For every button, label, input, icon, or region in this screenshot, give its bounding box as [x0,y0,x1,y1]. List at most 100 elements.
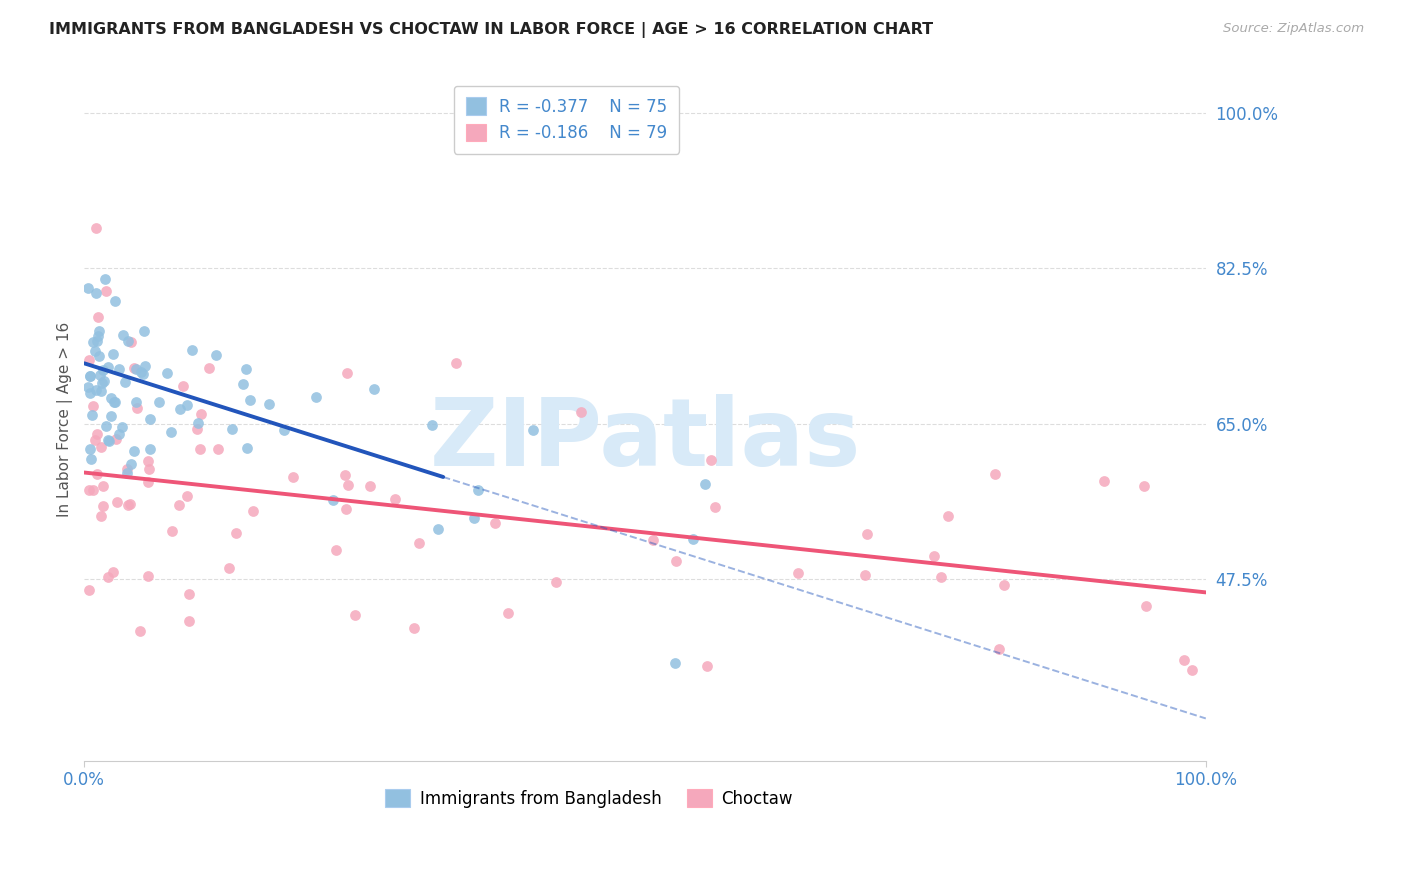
Point [221,422,243,436]
Point [665,554,688,568]
Point [82,334,104,349]
Point [643,533,665,547]
Point [463,511,485,525]
Point [93,374,115,388]
Point [176,489,198,503]
Point [359,479,381,493]
Point [84,383,107,397]
Point [91,376,114,391]
Point [384,491,406,506]
Point [322,493,344,508]
Point [136,569,159,583]
Point [84,433,107,447]
Point [281,470,304,484]
Point [94,419,117,434]
Point [97,433,120,447]
Point [115,462,138,476]
Point [91,363,114,377]
Point [1132,479,1154,493]
Point [138,412,160,426]
Point [124,362,146,376]
Point [90,508,112,523]
Legend: Immigrants from Bangladesh, Choctaw: Immigrants from Bangladesh, Choctaw [378,783,800,814]
Point [117,466,139,480]
Point [984,467,1007,481]
Point [79,451,101,466]
Point [159,425,181,439]
Point [176,398,198,412]
Point [79,385,101,400]
Point [704,500,727,514]
Point [100,392,122,406]
Point [444,355,467,369]
Point [77,280,100,294]
Point [117,334,139,349]
Point [1181,664,1204,678]
Point [682,532,704,546]
Point [427,523,450,537]
Point [242,504,264,518]
Point [120,497,142,511]
Point [97,570,120,584]
Point [94,272,117,286]
Y-axis label: In Labor Force | Age > 16: In Labor Force | Age > 16 [58,322,73,516]
Point [122,360,145,375]
Point [188,442,211,457]
Point [569,405,592,419]
Point [172,378,194,392]
Point [162,524,184,539]
Point [139,442,162,456]
Point [114,375,136,389]
Point [105,495,128,509]
Point [169,401,191,416]
Point [77,483,100,498]
Point [236,441,259,455]
Point [467,483,489,497]
Point [82,399,104,413]
Point [696,659,718,673]
Point [82,483,104,497]
Point [422,417,444,432]
Point [122,444,145,458]
Point [787,566,810,581]
Point [207,442,229,456]
Point [169,498,191,512]
Point [1094,475,1116,489]
Point [156,366,179,380]
Point [190,407,212,421]
Point [87,349,110,363]
Point [77,353,100,368]
Point [408,536,430,550]
Point [104,395,127,409]
Point [304,390,326,404]
Point [924,549,946,563]
Point [117,498,139,512]
Point [325,542,347,557]
Point [138,454,160,468]
Point [1135,599,1157,613]
Point [129,624,152,638]
Point [496,607,519,621]
Point [129,365,152,379]
Point [522,423,544,437]
Point [86,334,108,348]
Point [96,284,118,298]
Point [125,395,148,409]
Point [86,467,108,481]
Point [257,397,280,411]
Point [87,310,110,325]
Point [86,329,108,343]
Point [181,343,204,357]
Text: Source: ZipAtlas.com: Source: ZipAtlas.com [1223,22,1364,36]
Point [225,525,247,540]
Point [993,578,1015,592]
Point [344,608,367,623]
Point [80,408,103,422]
Point [232,376,254,391]
Point [120,457,142,471]
Point [84,285,107,300]
Point [336,367,359,381]
Point [335,502,357,516]
Point [132,367,155,381]
Point [101,347,124,361]
